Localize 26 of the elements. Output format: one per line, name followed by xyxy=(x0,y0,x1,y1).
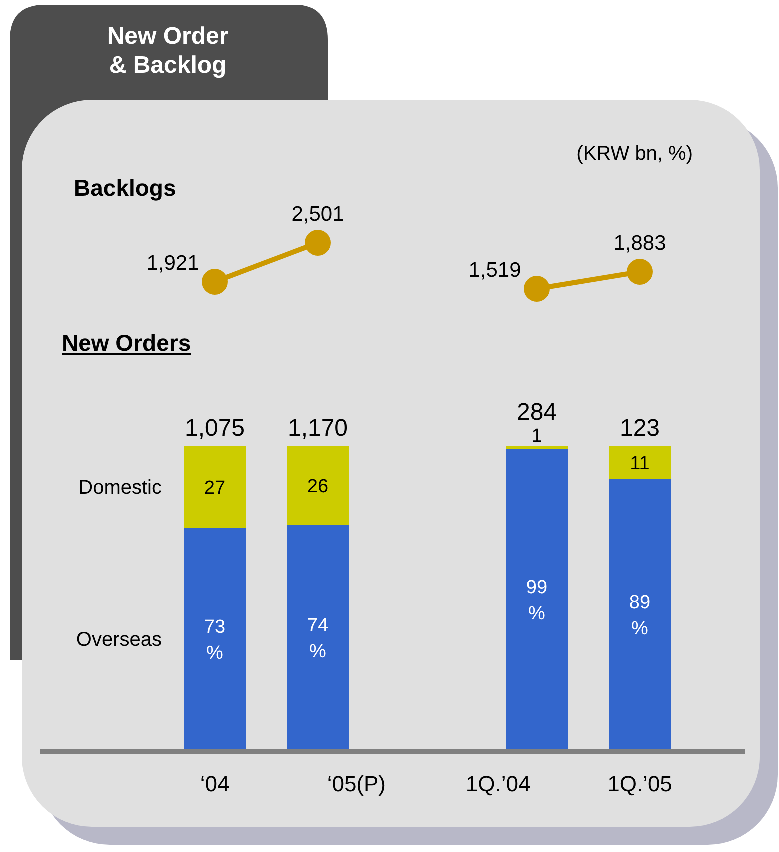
text: 284 xyxy=(516,399,558,426)
text: 1,170 xyxy=(288,415,348,442)
data-label: 27 xyxy=(204,478,226,500)
data-label: 2,501 xyxy=(292,203,344,226)
text: 1,075 xyxy=(184,415,246,442)
data-label: 1,519 xyxy=(468,259,522,282)
data-label: 89 % xyxy=(629,592,651,640)
x-tick-label: ‘04 xyxy=(200,772,230,797)
x-tick-label: 1Q.’04 xyxy=(466,772,531,797)
series-label: Overseas xyxy=(76,629,162,652)
data-label: 1,883 xyxy=(614,232,666,255)
data-label: 1 xyxy=(532,426,542,447)
data-label: 11 xyxy=(630,454,650,475)
data-label: 99 % xyxy=(526,578,548,625)
text: New Orders xyxy=(62,330,192,356)
text: 123 xyxy=(620,415,660,442)
text: Backlogs xyxy=(74,175,176,201)
x-tick-label: 1Q.’05 xyxy=(608,772,672,797)
x-tick-label: ‘05(P) xyxy=(327,772,386,797)
chart-title: New Order & Backlog xyxy=(107,23,229,79)
data-label: 26 xyxy=(307,476,329,498)
data-label: 1,921 xyxy=(146,252,200,275)
series-label: Domestic xyxy=(78,477,162,500)
chart-subtitle: (KRW bn, %) xyxy=(576,143,693,165)
data-label: 73 % xyxy=(204,617,226,664)
data-label: 74 % xyxy=(307,616,329,663)
